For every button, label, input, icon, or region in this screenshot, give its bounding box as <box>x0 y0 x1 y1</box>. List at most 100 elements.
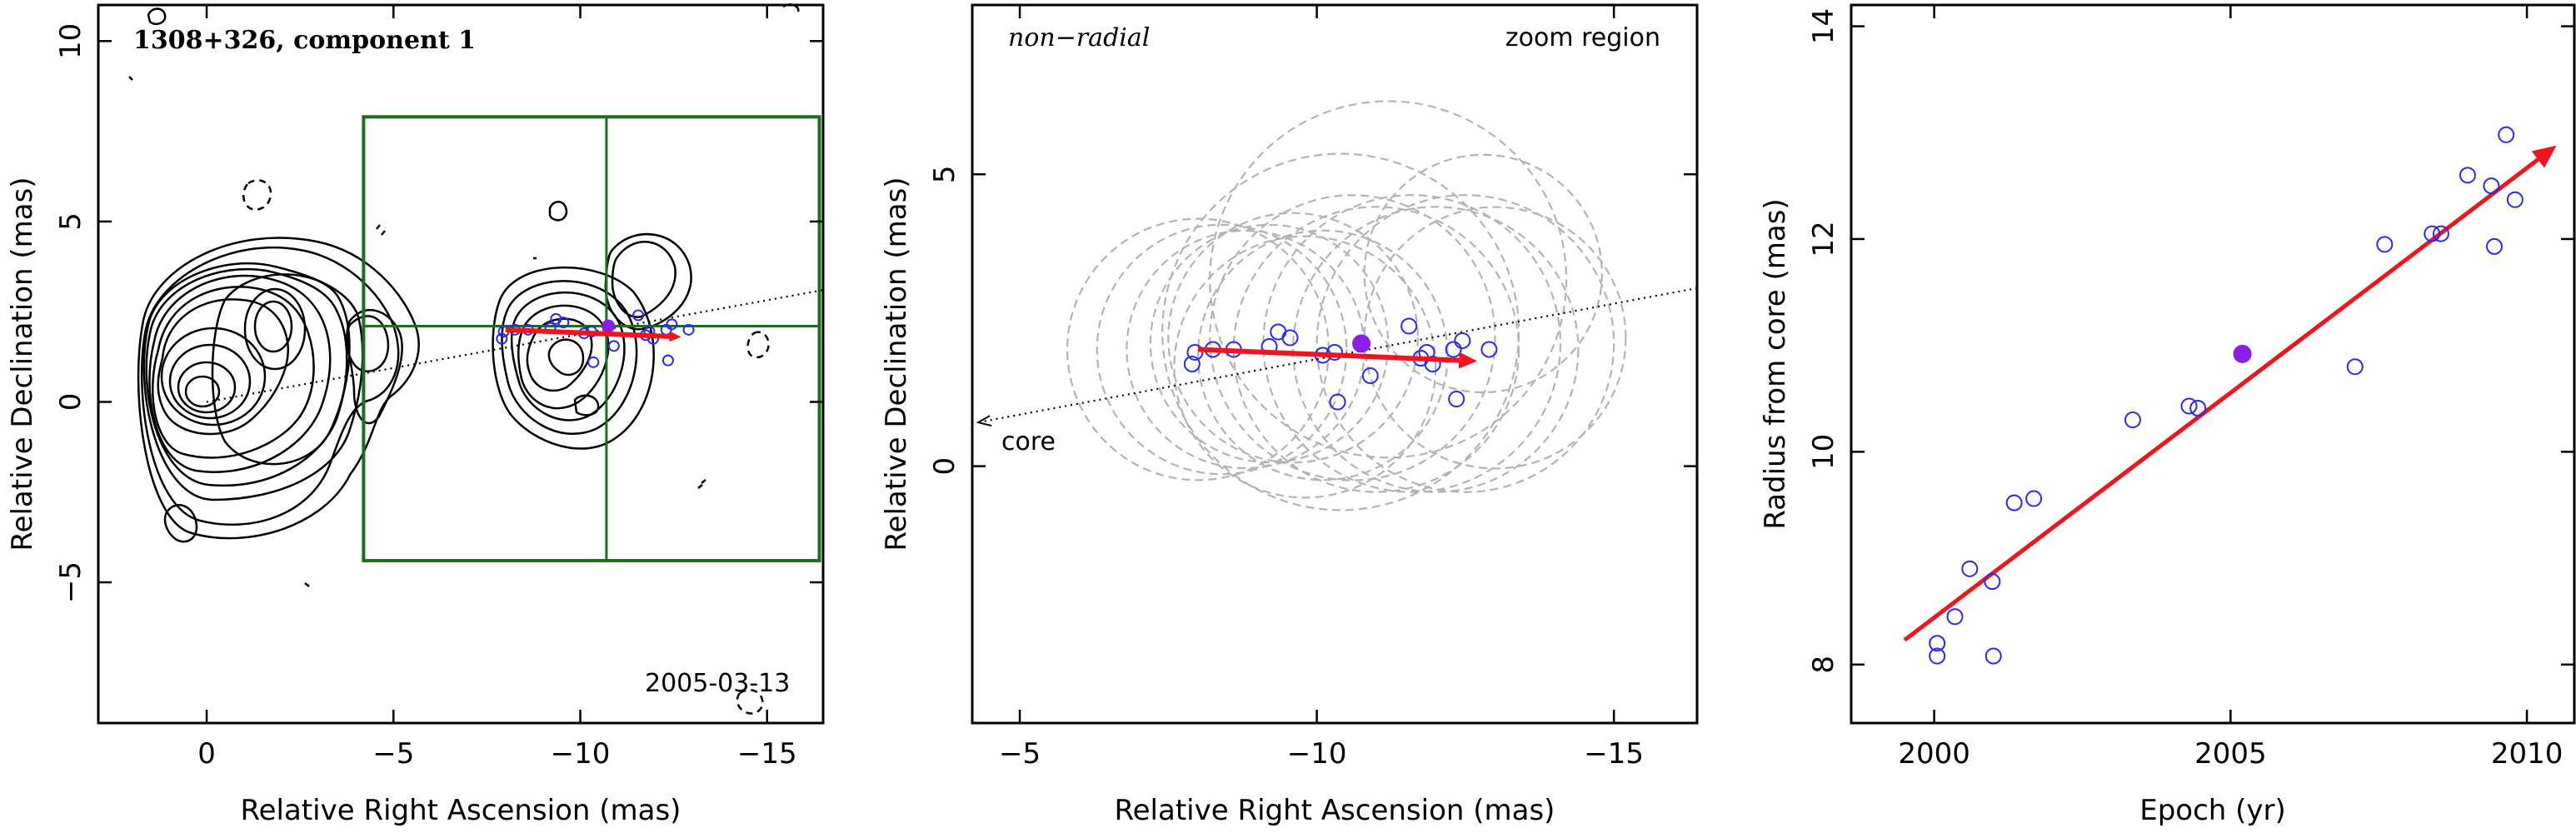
observation-marker <box>1448 391 1465 408</box>
x-tick-label: −5 <box>999 737 1041 771</box>
chart-title: 1308+326, component 1 <box>133 26 476 55</box>
x-axis-label: Relative Right Ascension (mas) <box>1115 794 1555 827</box>
observation-marker <box>1984 647 2002 665</box>
plot-frame <box>97 3 825 725</box>
non-radial-label: non−radial <box>1008 23 1150 52</box>
x-tick-label: 2010 <box>2491 737 2564 771</box>
observation-marker <box>2459 167 2476 184</box>
x-tick-label: 2000 <box>1898 737 1970 771</box>
error-circle <box>1209 194 1496 481</box>
contour-map <box>128 3 800 715</box>
error-circle <box>1315 194 1615 493</box>
x-tick-label: 0 <box>197 737 216 771</box>
observation-marker <box>2189 399 2207 416</box>
observation-marker <box>2506 191 2524 208</box>
error-circle <box>1066 217 1330 481</box>
zoom-region-label: zoom region <box>1505 23 1660 52</box>
reference-epoch-marker <box>602 319 616 333</box>
observation-marker <box>2005 494 2023 511</box>
observation-points <box>496 309 695 368</box>
y-tick-label: 14 <box>1807 8 1840 44</box>
observation-marker <box>1329 393 1346 411</box>
epoch-label: 2005-03-13 <box>645 669 790 698</box>
fit-line <box>1903 145 2557 642</box>
motion-vector <box>505 327 681 342</box>
observation-marker <box>1929 647 1946 665</box>
zoom-box <box>362 115 821 563</box>
observation-marker <box>2346 358 2364 376</box>
zoom-panel: −5 −10 −15 0 5 non−radial zoom region core R… <box>880 3 1699 827</box>
arrow-head <box>2531 145 2557 168</box>
motion-vector <box>1197 347 1478 369</box>
observation-marker <box>2180 397 2198 415</box>
observation-marker <box>2432 225 2449 242</box>
observation-marker <box>1361 367 1379 385</box>
x-tick-label: −15 <box>1584 737 1644 771</box>
plot-frame <box>1850 3 2576 725</box>
reference-epoch-marker <box>1352 334 1371 353</box>
error-circles <box>1066 100 1627 511</box>
observation-marker <box>1454 332 1471 349</box>
observation-marker <box>1270 323 1287 341</box>
arrow-shaft <box>1197 347 1460 363</box>
y-tick-label: 5 <box>54 212 87 231</box>
observation-marker <box>2483 177 2500 195</box>
x-axis-label: Epoch (yr) <box>2139 794 2286 827</box>
observation-marker <box>682 323 695 336</box>
arrow-shaft <box>1903 157 2539 642</box>
error-circle <box>1363 206 1627 470</box>
x-axis-label: Relative Right Ascension (mas) <box>241 794 681 827</box>
error-circle <box>1363 153 1604 394</box>
plot-frame <box>971 3 1699 725</box>
y-tick-label: 0 <box>54 393 87 412</box>
observation-points <box>1929 126 2524 665</box>
observation-marker <box>1961 560 1979 577</box>
observation-marker <box>2025 490 2043 507</box>
arrow-shaft <box>505 327 670 339</box>
observation-marker <box>1183 356 1201 372</box>
observation-marker <box>661 354 674 367</box>
observation-marker <box>1186 343 1204 361</box>
arrow-head <box>1458 352 1478 369</box>
observation-marker <box>2424 225 2441 242</box>
y-tick-label: 8 <box>1807 656 1840 674</box>
image-panel: 0 −5 −10 −15 −5 0 5 10 1308+326, component 1 20… <box>6 3 825 827</box>
y-tick-label: 0 <box>928 457 961 476</box>
y-axis-label: Radius from core (mas) <box>1759 198 1792 529</box>
observation-marker <box>632 309 645 322</box>
observation-marker <box>2376 236 2394 253</box>
arrow-head <box>669 331 681 342</box>
observation-marker <box>1281 329 1299 347</box>
observation-marker <box>1984 573 2001 591</box>
observation-marker <box>1445 341 1462 358</box>
error-circle <box>1209 100 1568 459</box>
error-circle <box>1262 194 1562 493</box>
error-circle <box>1173 235 1437 499</box>
observation-marker <box>2498 126 2515 143</box>
x-tick-label: 2005 <box>2194 737 2267 771</box>
observation-marker <box>1424 356 1441 372</box>
x-tick-label: −10 <box>551 737 611 771</box>
observation-marker <box>2124 412 2141 429</box>
error-circle <box>1167 212 1419 464</box>
y-tick-label: 12 <box>1807 221 1840 257</box>
observation-marker <box>607 340 620 352</box>
y-tick-label: 5 <box>928 165 961 183</box>
error-circle <box>1096 223 1348 476</box>
observation-marker <box>1946 608 1964 626</box>
reference-epoch-marker <box>2233 344 2252 363</box>
x-tick-label: −10 <box>1287 737 1347 771</box>
y-tick-label: 10 <box>1807 434 1840 470</box>
core-label: core <box>1001 427 1056 456</box>
observation-marker <box>1929 635 1946 652</box>
y-tick-label: −5 <box>54 561 87 603</box>
observation-marker <box>1400 317 1418 335</box>
observation-marker <box>2485 237 2503 255</box>
observation-marker <box>587 356 600 368</box>
x-tick-label: −5 <box>372 737 414 771</box>
radius-time-panel: 2000 2005 2010 8 10 12 14 Epoch (yr) Radius fr… <box>1759 3 2576 827</box>
y-axis-label: Relative Declination (mas) <box>6 177 39 551</box>
axis-ticks: −5 −10 −15 0 5 <box>928 5 1697 771</box>
observation-marker <box>557 317 570 329</box>
